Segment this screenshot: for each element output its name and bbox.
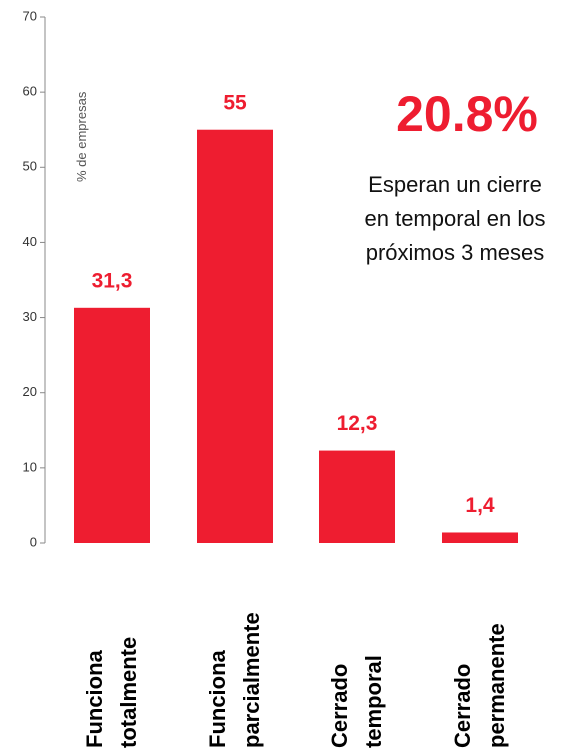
bar [442,532,518,543]
value-label: 31,3 [92,269,133,292]
x-tick-label: Cerrado permanente [450,623,509,748]
value-label: 55 [223,91,247,114]
y-tick-label: 70 [23,8,37,23]
y-tick-label: 10 [23,459,37,474]
y-tick-label: 60 [23,84,37,99]
y-tick-label: 30 [23,309,37,324]
bar [197,129,273,543]
y-tick-label: 20 [23,384,37,399]
y-axis-label: % de empresas [74,91,89,182]
bar [319,450,395,543]
annotation-value: 20.8% [396,86,538,142]
y-tick-label: 40 [23,234,37,249]
bar [74,307,150,543]
value-label: 12,3 [337,412,378,435]
value-label: 1,4 [465,494,495,517]
y-tick-label: 0 [30,534,37,549]
annotation-text: Esperan un cierre en temporal en los pró… [364,172,546,265]
x-tick-label: Funciona totalmente [82,636,141,748]
y-tick-label: 50 [23,159,37,174]
x-tick-label: Funciona parcialmente [205,612,264,748]
x-tick-label: Cerrado temporal [327,655,386,748]
